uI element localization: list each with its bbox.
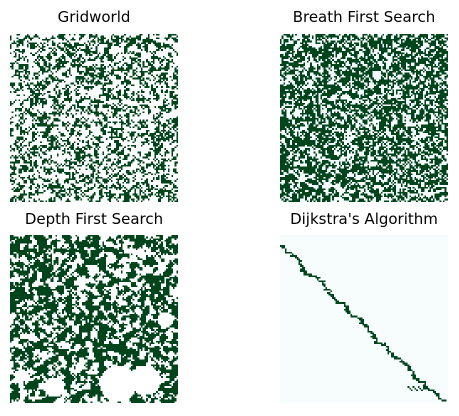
heatmap-bfs xyxy=(280,34,448,202)
heatmap-gridworld xyxy=(10,34,178,202)
panel-title-gridworld: Gridworld xyxy=(57,8,131,26)
panel-title-dijkstra: Dijkstra's Algorithm xyxy=(290,210,438,228)
heatmap-dijkstra xyxy=(280,235,448,403)
panel-title-bfs: Breath First Search xyxy=(292,8,436,26)
panel-title-dfs: Depth First Search xyxy=(24,210,164,228)
heatmap-dfs xyxy=(10,235,178,403)
